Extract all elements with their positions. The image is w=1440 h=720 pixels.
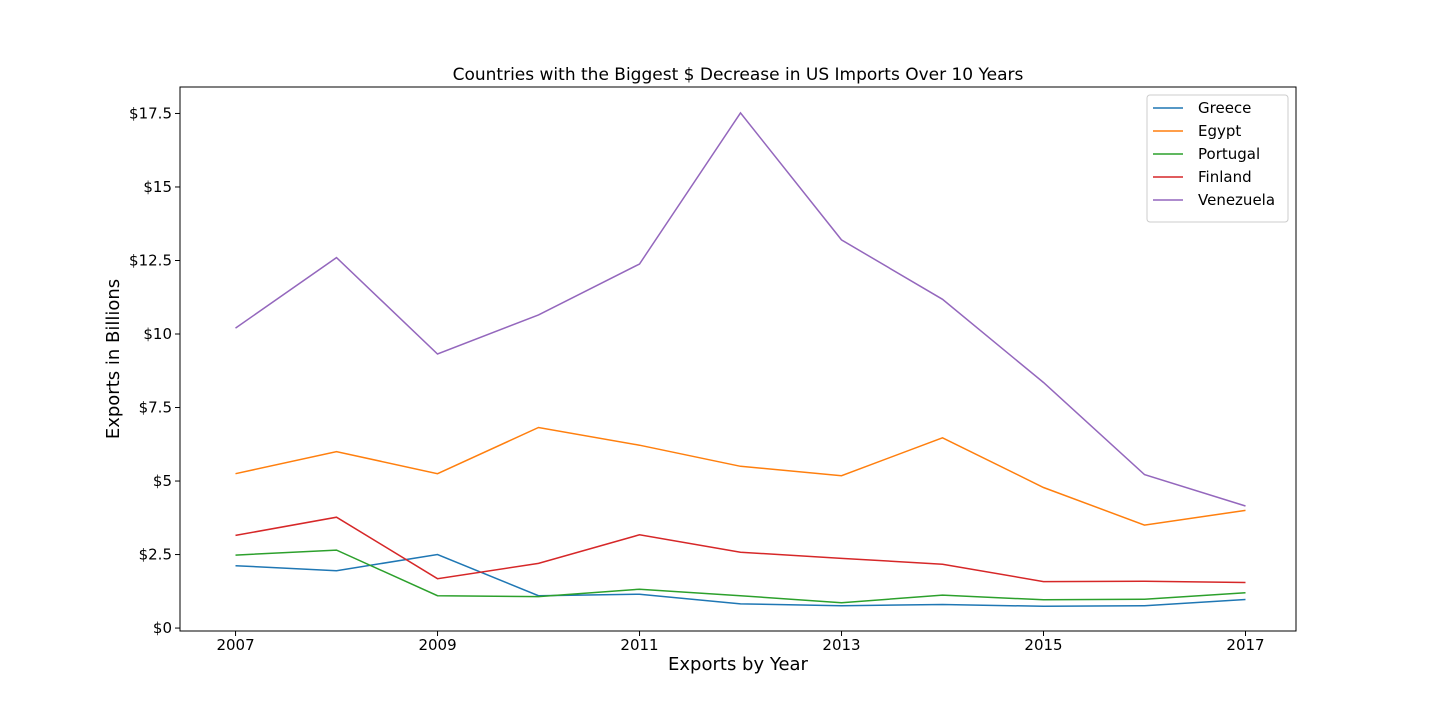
y-tick-label: $12.5 [129, 251, 172, 269]
legend: Greece Egypt Portugal Finland Venezuela [1146, 94, 1289, 223]
y-tick-label: $5 [153, 472, 172, 490]
series-line-portugal [235, 549, 1246, 604]
series-layer [235, 111, 1246, 608]
x-tick-label: 2017 [1226, 636, 1264, 654]
x-tick-label: 2013 [822, 636, 860, 654]
y-tick-label: $2.5 [139, 546, 172, 564]
y-tick-label: $15 [143, 178, 172, 196]
legend-label-egypt: Egypt [1198, 122, 1241, 140]
x-axis: 2007 2009 2011 2013 2015 2017 [216, 631, 1265, 654]
x-tick-label: 2007 [216, 636, 254, 654]
legend-label-finland: Finland [1198, 168, 1252, 186]
y-tick-label: $17.5 [129, 104, 172, 122]
y-axis: $0 $2.5 $5 $7.5 $10 $12.5 $15 $17.5 [129, 104, 180, 637]
x-tick-label: 2015 [1024, 636, 1062, 654]
x-tick-label: 2009 [418, 636, 456, 654]
y-axis-label: Exports in Billions [103, 279, 124, 439]
legend-label-greece: Greece [1198, 99, 1251, 117]
series-line-greece [235, 553, 1246, 608]
legend-box [1146, 94, 1289, 223]
y-tick-label: $10 [143, 325, 172, 343]
x-axis-label: Exports by Year [668, 654, 809, 675]
chart-title: Countries with the Biggest $ Decrease in… [453, 65, 1024, 85]
y-tick-label: $7.5 [139, 399, 172, 417]
series-line-venezuela [235, 111, 1246, 507]
x-tick-label: 2011 [620, 636, 658, 654]
series-line-egypt [235, 426, 1246, 526]
y-tick-label: $0 [153, 619, 172, 637]
legend-label-venezuela: Venezuela [1198, 191, 1275, 209]
plot-area [179, 86, 1297, 632]
series-line-finland [235, 516, 1246, 584]
legend-label-portugal: Portugal [1198, 145, 1260, 163]
